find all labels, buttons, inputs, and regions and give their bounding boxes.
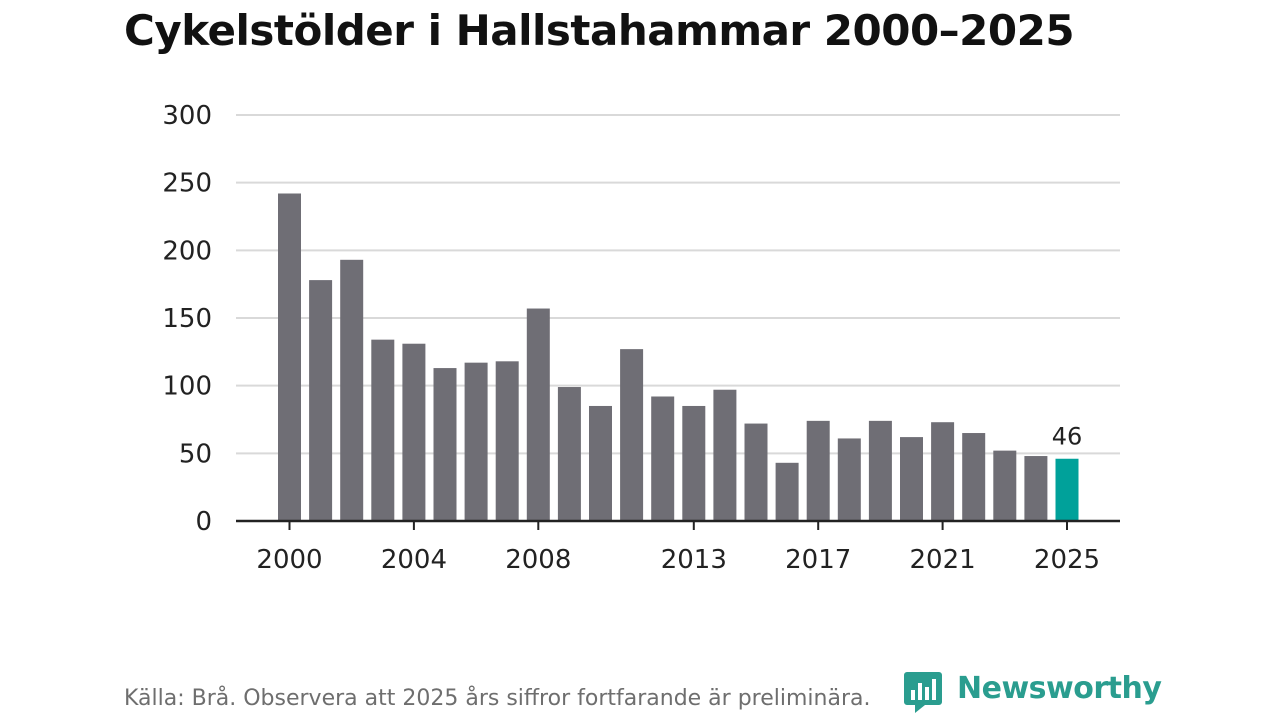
newsworthy-logo: Newsworthy — [903, 670, 1162, 714]
x-tick-label: 2004 — [381, 545, 447, 575]
bar-2008 — [526, 308, 550, 521]
bar-2001 — [309, 280, 333, 521]
x-tick-label: 2000 — [256, 545, 322, 575]
bar-2006 — [464, 362, 488, 521]
bar-2025 — [1055, 458, 1079, 521]
x-tick-label: 2021 — [910, 545, 976, 575]
bar-2014 — [713, 389, 737, 521]
bar-2017 — [806, 420, 830, 521]
y-tick-label: 100 — [162, 372, 212, 402]
bar-2009 — [557, 387, 581, 521]
x-tick-label: 2008 — [505, 545, 571, 575]
bars — [278, 193, 1079, 521]
bar-2020 — [900, 437, 923, 521]
bar-2011 — [620, 349, 644, 521]
bar-2005 — [433, 368, 457, 521]
bar-2000 — [278, 193, 301, 521]
y-tick-label: 150 — [162, 304, 212, 334]
bar-2012 — [651, 396, 675, 521]
y-tick-label: 0 — [195, 507, 212, 537]
x-tick-label: 2025 — [1034, 545, 1100, 575]
bar-chart-logo-icon — [904, 672, 942, 713]
bar-2016 — [775, 462, 799, 521]
y-axis-ticks: 0 50 100 150 200 250 300 — [162, 101, 212, 537]
bar-2010 — [589, 405, 612, 521]
chart-title: Cykelstölder i Hallstahammar 2000–2025 — [124, 6, 1075, 55]
bar-2007 — [495, 361, 519, 521]
bar-2015 — [744, 423, 768, 521]
x-axis-ticks: 2000 2004 2008 2013 2017 2021 2025 — [256, 521, 1100, 575]
bar-2018 — [837, 438, 861, 521]
bar-2023 — [993, 450, 1017, 521]
x-tick-label: 2013 — [661, 545, 727, 575]
source-note: Källa: Brå. Observera att 2025 års siffr… — [124, 686, 871, 711]
data-label-2025: 46 — [1052, 423, 1083, 451]
bar-2004 — [402, 343, 426, 521]
y-tick-label: 250 — [162, 169, 212, 199]
bar-2003 — [371, 339, 395, 521]
bar-2022 — [962, 433, 986, 521]
brand-name: Newsworthy — [957, 670, 1162, 706]
y-tick-label: 300 — [162, 101, 212, 131]
bar-2024 — [1024, 456, 1048, 521]
x-tick-label: 2017 — [785, 545, 851, 575]
bar-2013 — [682, 405, 706, 521]
gridlines — [236, 114, 1120, 455]
bar-2002 — [340, 259, 364, 521]
bar-2021 — [931, 422, 955, 521]
data-labels: 46 — [1052, 423, 1083, 451]
y-tick-label: 50 — [179, 439, 212, 469]
y-tick-label: 200 — [162, 236, 212, 266]
bar-2019 — [868, 420, 892, 521]
